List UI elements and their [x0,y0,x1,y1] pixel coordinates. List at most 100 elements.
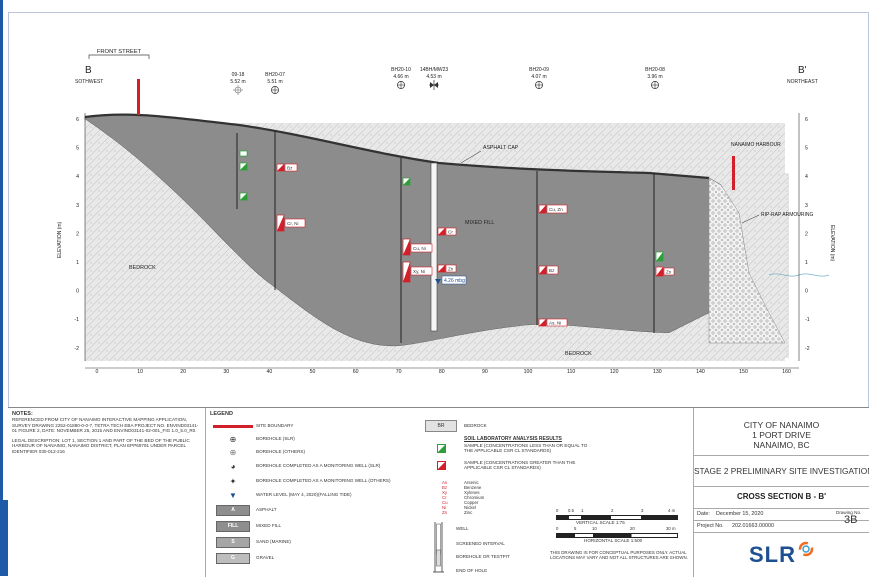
legend-label: BEDROCK [464,423,487,429]
x-tick-label: 160 [782,369,791,375]
x-tick-label: 110 [567,369,575,375]
y-tick-label-left: 2 [76,231,79,237]
drawing-title: CROSS SECTION B - B' [694,486,869,509]
borehole-id: BH20-08 [645,67,665,73]
client-name: CITY OF NANAIMO [743,420,820,430]
sheet-edge-tab [0,500,8,576]
drawing-no-value: 3B [844,514,858,526]
y-tick-label-left: -2 [74,346,79,352]
sample-tag: Cu, Ni [413,246,426,251]
borehole-slr-icon [651,81,659,89]
project-no-label: Project No. [697,523,724,529]
vertical-scale-bar [556,515,678,520]
exceedance-samples: Bz Cr, Ni Cu, Ni [276,163,675,327]
monitoring-well-others-icon [429,80,439,90]
x-tick-label: 50 [310,369,316,375]
y-tick-label-right: 1 [805,260,808,266]
section-left-letter: B [85,65,92,76]
legend-panel: LEGEND SITE BOUNDARY ⊕ BOREHOLE (SLR) ⊕ … [206,408,694,577]
slr-logo: SLR [694,532,869,577]
sample-bz-bh20-07: Bz [276,163,298,172]
section-left-direction: SOTHWEST [75,79,103,85]
site-boundary-marker-right [732,156,735,190]
bedrock-left-wedge [85,119,399,361]
mixed-fill-label: MIXED FILL [465,220,494,226]
borehole-slr-icon [397,81,405,89]
legend-mixed-fill: FILL MIXED FILL [210,520,406,532]
riprap-leader [741,214,760,224]
legend-site-boundary: SITE BOUNDARY [210,420,406,432]
legend-label: ASPHALT [256,507,277,513]
y-tick-label-right: 3 [805,203,808,209]
project-info-panel: CITY OF NANAIMO 1 PORT DRIVE NANAIMO, BC… [694,408,869,577]
legend-label: SAND (MARINE) [256,539,291,545]
borehole-id: 14BH/MW23 [420,67,449,73]
legend-screened: SCREENED INTERVAL [456,541,505,546]
legend-end-hole: END OF HOLE [456,568,488,573]
sample-bz-bh20-09: Bz [538,265,559,275]
client-block: CITY OF NANAIMO 1 PORT DRIVE NANAIMO, BC [694,408,869,456]
legend-label: BOREHOLE (OTHERS) [256,449,306,455]
project-row: Project No. 202.01663.00000 3B [694,514,869,533]
date-value: December 15, 2020 [716,511,764,517]
legend-title: LEGEND [210,411,233,417]
borehole-others-icon [233,85,243,95]
x-tick-label: 0 [96,369,99,375]
legend-mw-slr: ◕ BOREHOLE COMPLETED AS A MONITORING WEL… [210,460,406,472]
legend-mw-others: ✦ BOREHOLE COMPLETED AS A MONITORING WEL… [210,475,406,487]
sample-tag: Zn [448,267,454,272]
legend-label: BOREHOLE (SLR) [256,436,295,442]
monitoring-well-others-icon: ✦ [229,476,237,486]
borehole-slr-icon: ⊕ [229,434,237,444]
notes-heading: NOTES: [12,411,33,417]
legend-label: GRAVEL [256,555,275,561]
compliant-sample-markers [239,150,664,262]
sample-zn-14bh: Zn [437,264,457,273]
borehole-elevation: 5.52 m [230,79,245,85]
asphalt-cap-label: ASPHALT CAP [483,145,519,151]
legend-label: SITE BOUNDARY [256,423,294,429]
x-tick-label: 20 [180,369,186,375]
riprap-label: RIP-RAP ARMOURING [761,212,814,218]
borehole-id: BH20-09 [529,67,549,73]
legend-sample-exceed: SAMPLE (CONCENTRATIONS GREATER THAN THE … [418,459,594,471]
sample-cr-14bh: Cr [437,227,457,236]
bedrock-bottom-wedge [399,313,721,361]
sample-tag: Bz [287,166,293,171]
axis-ticks: 0 10 20 30 40 50 60 70 80 90 100 110 120 130 140 150 160… [74,117,809,375]
x-tick-label: 130 [653,369,662,375]
x-tick-label: 40 [267,369,273,375]
legend-water-level: ▼ WATER LEVEL (MAY 4, 2020)(FALLING TIDE… [210,489,406,501]
borehole-slr-icon [535,81,543,89]
horizontal-scale-bar [556,533,678,538]
asphalt-cap-leader [460,150,482,164]
y-tick-label-left: -1 [74,317,79,323]
y-tick-label-right: 6 [805,117,808,123]
project-no-value: 202.01663.00000 [732,523,774,529]
sample-cu-zn-bh20-09: Cu, Zn [538,204,568,214]
title-block: NOTES: REFERENCED FROM CITY OF NANAIMO I… [8,407,869,577]
date-row: Date: December 15, 2020 Drawing No. [694,508,869,521]
slr-swirl-icon [798,541,814,556]
logo-text: SLR [749,541,796,567]
borehole-header-09-18: 09-18 5.52 m [230,72,246,95]
borehole-others-icon: ⊕ [229,447,237,457]
legend-borehole-slr: ⊕ BOREHOLE (SLR) [210,433,406,445]
y-tick-label-left: 0 [76,289,79,295]
scale-bars: 0 0.5 1 2 3 4 m VERTICAL SCALE 1:75 0 5 … [556,508,686,558]
borehole-id: BH20-07 [265,72,285,78]
elevation-axis-label-left: ELEVATION (m) [57,221,63,258]
sample-tag: Bz [549,268,555,273]
bedrock-left-label: BEDROCK [129,265,156,271]
riprap-armouring [708,177,786,344]
monitoring-well-slr-icon: ◕ [230,461,236,471]
y-tick-label-left: 5 [76,146,79,152]
borehole-header-bh20-09: BH20-09 4.07 m [529,67,549,89]
y-tick-label-left: 3 [76,203,79,209]
borehole-elevation: 3.96 m [647,74,662,80]
y-tick-label-right: 0 [805,289,808,295]
section-right-direction: NORTHEAST [787,79,818,85]
site-town: NANAIMO, BC [753,440,810,450]
sample-tag: Xy, Ni [413,269,425,274]
